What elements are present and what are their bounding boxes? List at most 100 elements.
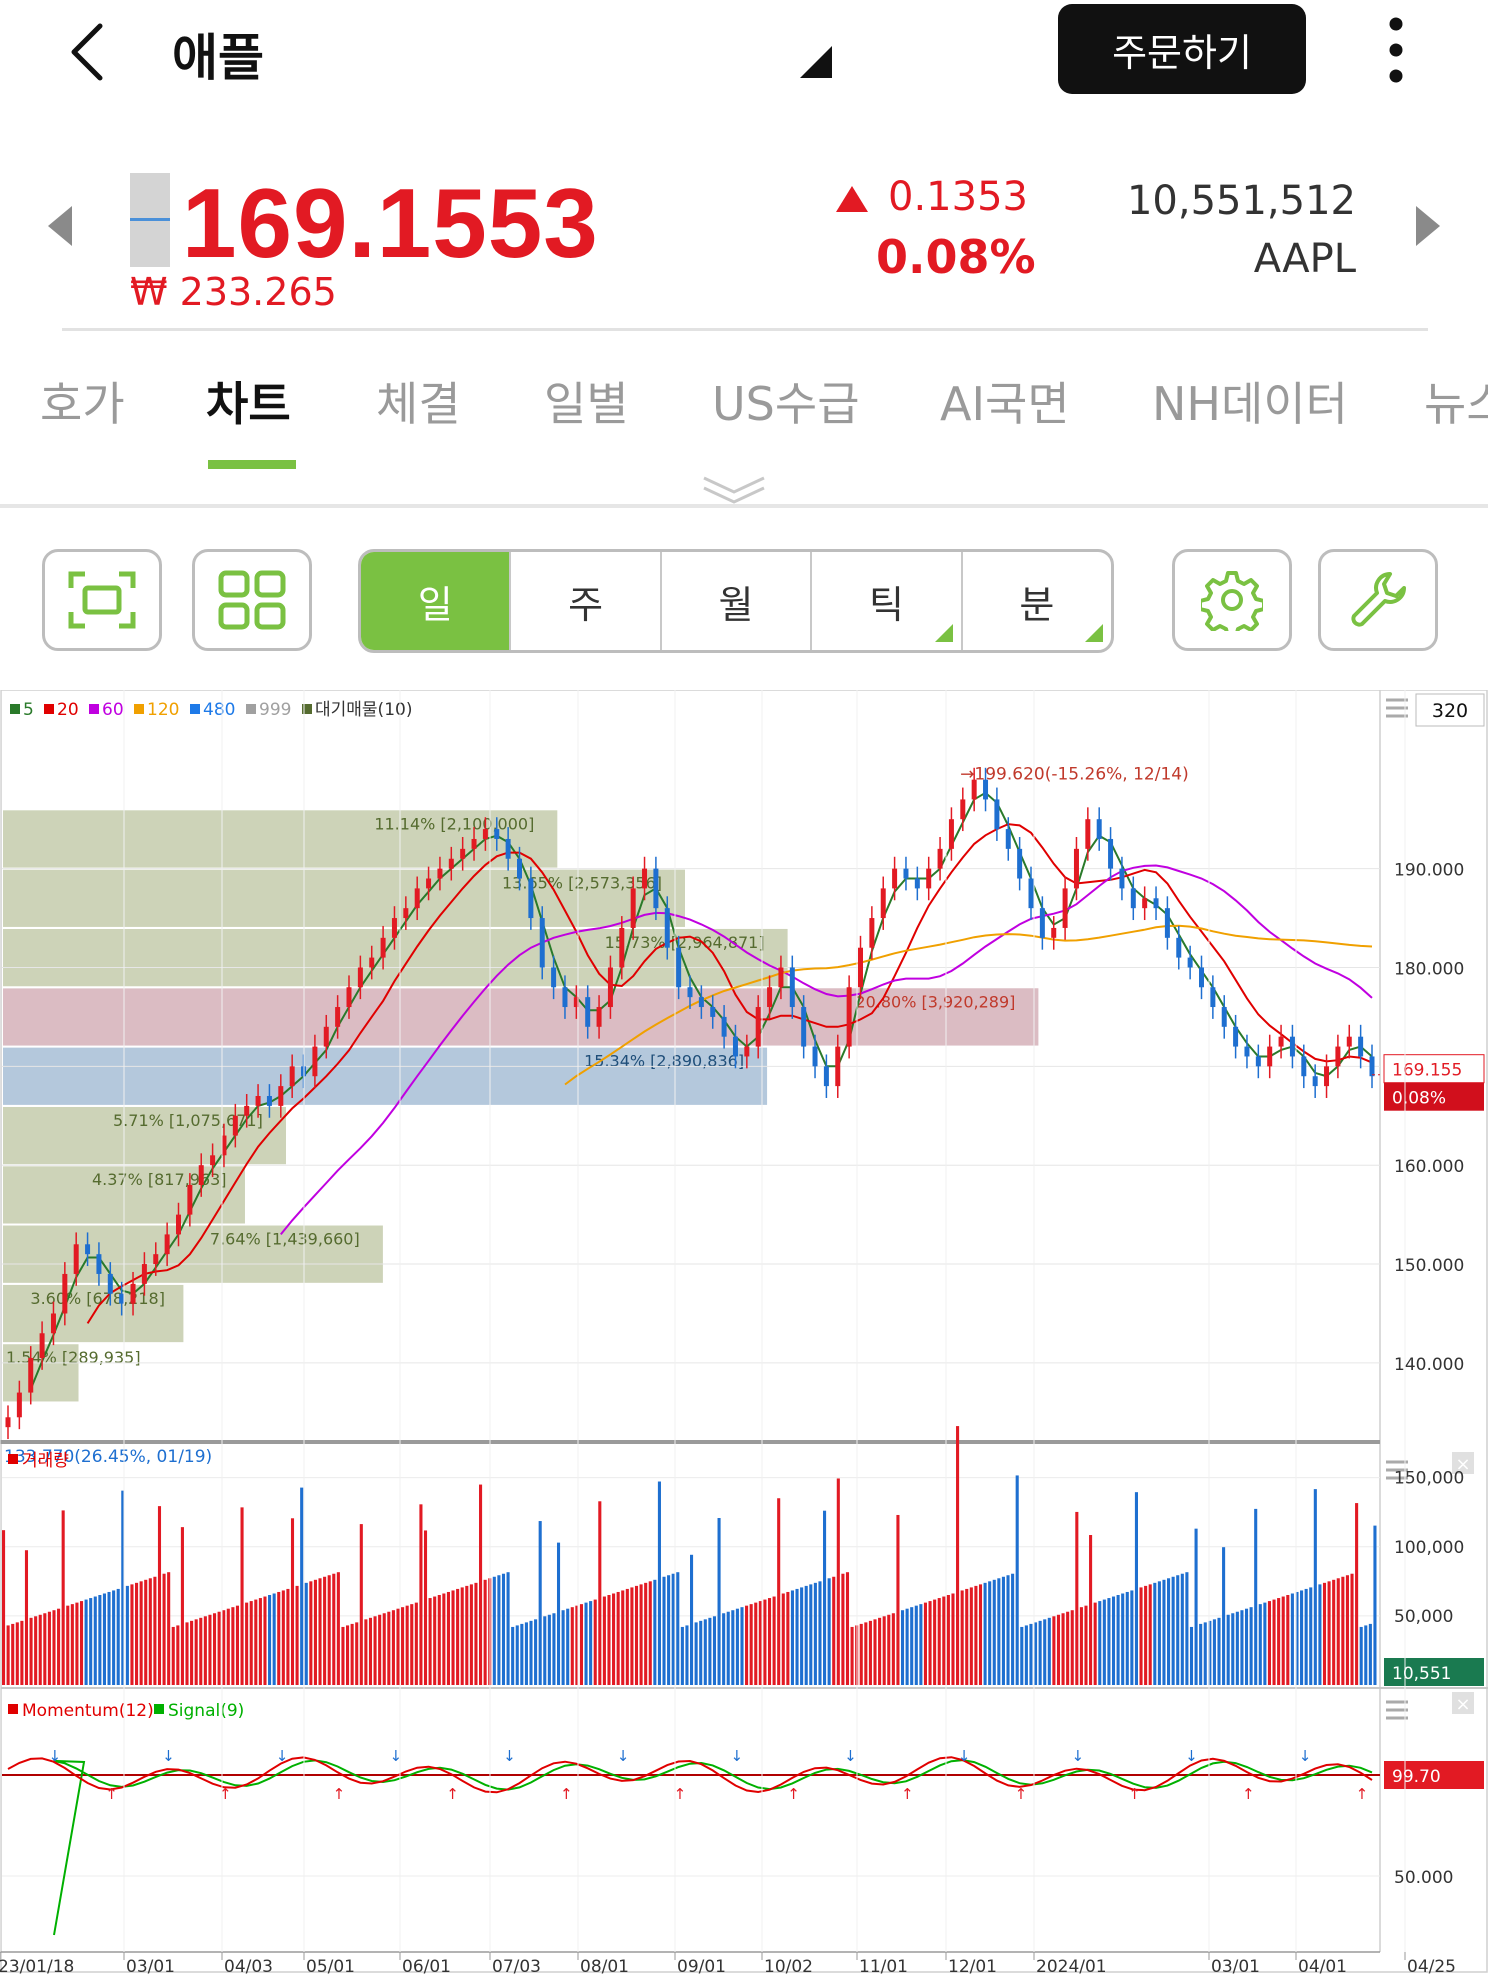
volume-bar — [61, 1510, 65, 1685]
candle-body — [858, 947, 863, 988]
tools-button[interactable] — [1318, 549, 1438, 651]
period-minute[interactable]: 분 — [963, 552, 1111, 650]
candle-body — [198, 1165, 204, 1185]
legend-label: 480 — [203, 700, 235, 720]
period-day[interactable]: 일 — [361, 552, 512, 650]
volume-bar — [1359, 1626, 1363, 1685]
volume-bar — [212, 1613, 217, 1685]
prev-stock-arrow-icon[interactable] — [46, 206, 76, 246]
tab-news[interactable]: 뉴스 — [1424, 377, 1488, 431]
volume-bar — [309, 1581, 313, 1685]
volume-bar — [763, 1599, 767, 1685]
volume-bar — [1286, 1595, 1290, 1685]
volume-bar — [410, 1604, 414, 1685]
tab-chart[interactable]: 차트 — [206, 377, 291, 431]
tab-trades[interactable]: 체결 — [376, 377, 461, 431]
volume-bar — [148, 1578, 152, 1685]
volume-bar — [240, 1507, 244, 1685]
volume-bar — [960, 1590, 964, 1685]
volume-bar — [997, 1578, 1001, 1685]
candle-body — [50, 1313, 56, 1334]
volume-bar — [208, 1614, 212, 1685]
volume-bar — [277, 1591, 281, 1685]
volume-bar — [1001, 1576, 1005, 1685]
volume-bar — [387, 1611, 391, 1685]
volume-bar — [479, 1484, 483, 1685]
back-button[interactable] — [62, 14, 122, 90]
volume-bar — [1167, 1578, 1171, 1685]
tab-nh-data[interactable]: NH데이터 — [1152, 377, 1348, 431]
volume-bar — [942, 1596, 946, 1685]
legend-label: 120 — [147, 700, 179, 720]
candle-body — [403, 908, 409, 919]
next-stock-arrow-icon[interactable] — [1412, 206, 1442, 246]
volume-bar — [1070, 1610, 1074, 1685]
candle-body — [380, 937, 386, 958]
candle-body — [914, 878, 920, 889]
candle-body — [1028, 878, 1034, 909]
tab-daily[interactable]: 일별 — [544, 377, 629, 431]
volume-bar — [552, 1613, 556, 1685]
candle-body — [1369, 1056, 1375, 1077]
tab-ai-phase[interactable]: AI국면 — [940, 377, 1070, 431]
candle-body — [1278, 1036, 1284, 1047]
volume-bar — [520, 1623, 524, 1685]
candle-body — [28, 1357, 34, 1393]
volume-bar — [1047, 1617, 1051, 1685]
volume-bar — [332, 1573, 336, 1685]
max-price-annotation: →199.620(-15.26%, 12/14) — [960, 765, 1189, 785]
dropdown-corner-icon — [934, 624, 953, 642]
candle-body — [732, 1036, 738, 1057]
candle-body — [369, 957, 375, 968]
volume-bar — [102, 1593, 106, 1685]
volume-bar — [1263, 1602, 1267, 1685]
volume-bar — [800, 1587, 804, 1685]
legend-label: 20 — [57, 700, 79, 720]
buy-signal-arrow: ↑ — [1356, 1785, 1369, 1803]
volume-bar — [772, 1596, 776, 1685]
volume-bar — [222, 1610, 226, 1685]
tab-us-flow[interactable]: US수급 — [712, 377, 860, 431]
candle-body — [505, 838, 511, 859]
settings-button[interactable] — [1172, 549, 1292, 651]
candle-body — [539, 918, 545, 968]
date-tick-label: 05/01 — [306, 1957, 355, 1975]
sell-signal-arrow: ↓ — [1185, 1747, 1198, 1765]
order-button[interactable]: 주문하기 — [1058, 4, 1306, 94]
corner-triangle-icon[interactable] — [800, 46, 832, 78]
candle-body — [1039, 908, 1045, 938]
period-month[interactable]: 월 — [662, 552, 813, 650]
volume-bar — [836, 1478, 840, 1685]
stock-chart[interactable]: 5 20 60 120 480 999 대기매물(10) 320 1.54% [289,935… — [0, 690, 1488, 1975]
volume-bar — [121, 1490, 125, 1685]
volume-bar — [1024, 1625, 1028, 1685]
period-tick[interactable]: 틱 — [812, 552, 963, 650]
legend-swatch — [190, 704, 200, 714]
close-icon-glyph: × — [1455, 1454, 1470, 1475]
volume-bar — [712, 1616, 717, 1685]
legend-label: 60 — [102, 700, 124, 720]
tab-hoga[interactable]: 호가 — [40, 377, 125, 431]
candle-body — [346, 987, 352, 1008]
buy-signal-arrow: ↑ — [560, 1785, 573, 1803]
candle-body — [1244, 1046, 1250, 1057]
volume-bar — [1098, 1601, 1102, 1685]
volume-bar — [616, 1591, 620, 1685]
legend-swatch — [10, 704, 20, 714]
volume-bar — [1217, 1617, 1221, 1685]
volume-bar — [93, 1596, 97, 1685]
more-menu-icon[interactable] — [1376, 14, 1416, 86]
legend-swatch — [44, 704, 54, 714]
date-axis: 23/01/18 03/01 04/03 05/01 06/01 07/03 08/01 09… — [0, 690, 1456, 1975]
layout-grid-button[interactable] — [192, 549, 312, 651]
fullscreen-button[interactable] — [42, 549, 162, 651]
volume-bar — [1052, 1616, 1056, 1685]
momentum-last-tag — [1384, 1761, 1484, 1789]
volume-bar — [405, 1605, 409, 1685]
volume-bar — [543, 1616, 547, 1685]
period-week[interactable]: 주 — [511, 552, 662, 650]
price-change-percent: 0.08% — [876, 230, 1036, 284]
sell-signal-arrow: ↓ — [958, 1747, 971, 1765]
volume-bar — [1015, 1475, 1019, 1685]
collapse-chevron-icon[interactable] — [702, 474, 766, 504]
